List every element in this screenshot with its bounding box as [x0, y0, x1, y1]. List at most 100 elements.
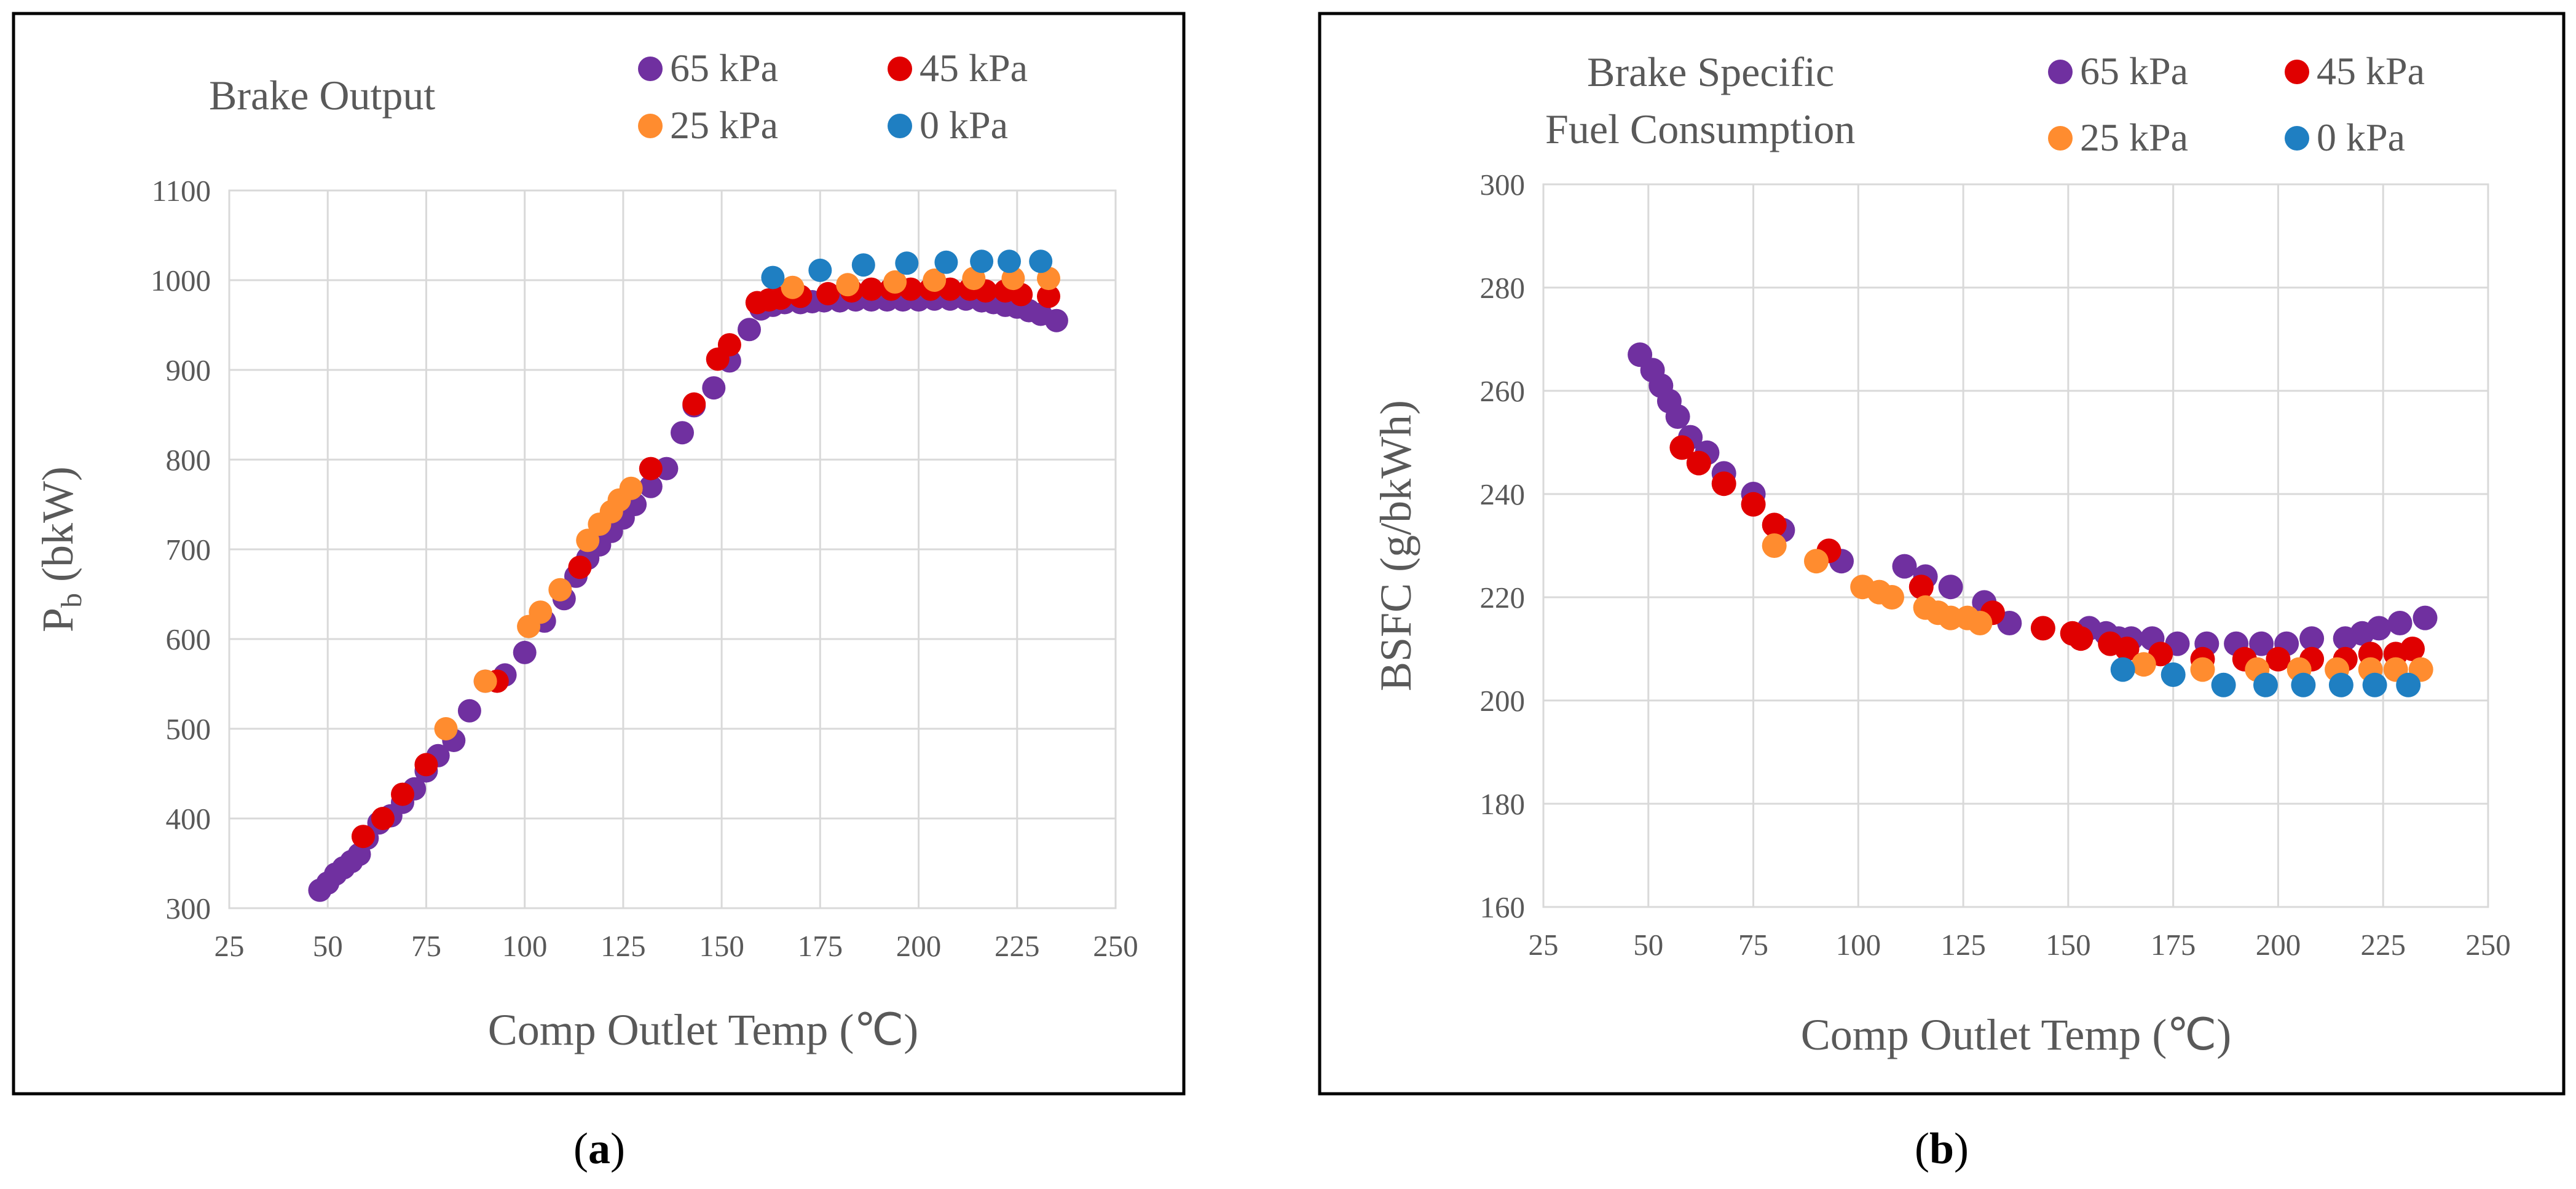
- panel-b-point-45kpa: [2030, 616, 2055, 641]
- panel-b-title-line1: Brake Specific: [1587, 49, 1834, 95]
- panel-a-frame: [12, 12, 1186, 1096]
- panel-b-point-65kpa: [2366, 616, 2392, 641]
- panel-a-legend-marker-25: [638, 114, 663, 138]
- panel-a-point-0kpa: [808, 258, 832, 282]
- panel-b-x-tick-label: 250: [2465, 928, 2511, 962]
- panel-b-legend-marker-0: [2285, 126, 2309, 151]
- panel-a: 300 400 500 600 700 800 900 1000 1100 25 50 75 100 1…: [12, 12, 1186, 1096]
- panel-b-point-65kpa: [2299, 626, 2325, 651]
- panel-a-point-25kpa: [548, 578, 572, 602]
- panel-a-legend: 65 kPa 45 kPa 25 kPa 0 kPa: [638, 46, 1028, 147]
- panel-b-point-65kpa: [1938, 575, 1963, 600]
- panel-b-legend-label-45: 45 kPa: [2317, 49, 2425, 93]
- panel-b-point-45kpa: [2114, 637, 2140, 661]
- panel-a-point-65kpa: [1044, 308, 1068, 332]
- panel-b-point-25kpa: [1762, 533, 1787, 558]
- panel-b-x-tick-label: 225: [2360, 928, 2406, 962]
- panel-b-points: [1628, 342, 2438, 697]
- panel-a-legend-label-25: 25 kPa: [670, 103, 778, 147]
- panel-a-x-ticks: 25 50 75 100 125 150 175 200 225 250: [215, 929, 1138, 963]
- panel-a-point-45kpa: [351, 825, 375, 849]
- caption-b: (b): [1915, 1124, 1969, 1173]
- panel-a-legend-marker-0: [888, 114, 912, 138]
- panel-b-point-65kpa: [1665, 404, 1690, 429]
- panel-a-point-0kpa: [1029, 249, 1053, 273]
- panel-b-point-0kpa: [2291, 672, 2316, 697]
- panel-b-x-ticks: 25 50 75 100 125 150 175 200 225 250: [1529, 928, 2511, 962]
- panel-a-point-65kpa: [738, 318, 761, 342]
- panel-a-y-tick-label: 600: [166, 622, 211, 656]
- panel-a-y-tick-label: 700: [166, 533, 211, 567]
- panel-b-legend-marker-25: [2048, 126, 2073, 151]
- panel-b-point-0kpa: [2362, 672, 2387, 697]
- panel-b-point-0kpa: [2328, 672, 2353, 697]
- panel-b-legend-label-65: 65 kPa: [2080, 49, 2188, 93]
- panel-a-point-0kpa: [895, 251, 919, 275]
- panel-a-x-axis-label: Comp Outlet Temp (℃): [488, 1005, 918, 1054]
- panel-b-point-0kpa: [2160, 662, 2186, 687]
- panel-b-point-45kpa: [2400, 637, 2425, 661]
- panel-b-point-0kpa: [2396, 672, 2421, 697]
- panel-a-point-25kpa: [473, 669, 497, 693]
- panel-b-point-0kpa: [2110, 657, 2135, 682]
- panel-b-y-tick-label: 160: [1480, 890, 1526, 924]
- panel-a-point-45kpa: [391, 782, 414, 806]
- panel-b-legend-label-0: 0 kPa: [2317, 116, 2405, 159]
- caption-a-letter: a: [588, 1124, 610, 1173]
- panel-a-x-tick-label: 250: [1093, 929, 1138, 963]
- panel-b-gridlines: [1542, 183, 2489, 908]
- panel-b-title-line2: Fuel Consumption: [1545, 106, 1855, 152]
- panel-a-point-25kpa: [619, 476, 643, 500]
- panel-a-point-45kpa: [639, 457, 663, 481]
- panel-a-point-65kpa: [671, 421, 694, 445]
- panel-a-legend-marker-65: [638, 57, 663, 81]
- panel-a-point-0kpa: [934, 250, 958, 274]
- panel-b-x-axis-label: Comp Outlet Temp (℃): [1801, 1010, 2231, 1059]
- panel-b-point-45kpa: [1908, 575, 1934, 600]
- panel-a-legend-label-45: 45 kPa: [920, 46, 1028, 90]
- panel-b-legend-marker-65: [2048, 60, 2073, 84]
- panel-a-point-25kpa: [836, 273, 860, 297]
- panel-a-point-45kpa: [682, 392, 706, 416]
- panel-b-point-25kpa: [2190, 657, 2215, 682]
- panel-a-point-25kpa: [576, 528, 600, 552]
- panel-b-legend-label-25: 25 kPa: [2080, 116, 2188, 159]
- panel-a-point-45kpa: [414, 753, 438, 777]
- panel-a-legend-label-0: 0 kPa: [920, 103, 1008, 147]
- panel-a-title: Brake Output: [209, 72, 435, 119]
- panel-b-y-tick-label: 280: [1480, 271, 1526, 305]
- panel-b-point-25kpa: [1967, 611, 1993, 635]
- panel-b-y-tick-label: 300: [1480, 168, 1526, 202]
- panel-a-point-45kpa: [568, 555, 592, 579]
- panel-b-x-tick-label: 175: [2151, 928, 2196, 962]
- panel-a-point-45kpa: [717, 333, 741, 357]
- panel-b-y-tick-label: 260: [1480, 374, 1526, 408]
- panel-b-y-ticks: 160 180 200 220 240 260 280 300: [1480, 168, 1526, 924]
- panel-a-point-45kpa: [859, 277, 883, 301]
- panel-b-x-tick-label: 50: [1633, 928, 1663, 962]
- panel-b-x-tick-label: 75: [1738, 928, 1768, 962]
- panel-a-x-tick-label: 75: [411, 929, 441, 963]
- panel-a-x-tick-label: 100: [502, 929, 548, 963]
- panel-b-legend-marker-45: [2285, 60, 2309, 84]
- panel-b-point-25kpa: [1804, 549, 1829, 574]
- panel-b-plot-area: [1542, 183, 2489, 908]
- panel-b-point-45kpa: [1762, 512, 1787, 538]
- panel-b: 160 180 200 220 240 260 280 300 25 50 75 100 125 150…: [1318, 12, 2566, 1096]
- panel-a-point-65kpa: [702, 376, 726, 400]
- panel-b-y-axis-label: BSFC (g/bkWh): [1371, 400, 1420, 691]
- panel-b-point-65kpa: [2413, 605, 2438, 630]
- panel-a-y-ticks: 300 400 500 600 700 800 900 1000 1100: [151, 174, 211, 925]
- panel-a-legend-label-65: 65 kPa: [670, 46, 778, 90]
- panel-a-x-tick-label: 200: [896, 929, 942, 963]
- panel-a-point-0kpa: [970, 249, 994, 273]
- panel-a-point-65kpa: [639, 474, 663, 498]
- panel-b-y-tick-label: 200: [1480, 684, 1526, 718]
- panel-a-point-25kpa: [529, 600, 553, 624]
- panel-b-y-tick-label: 180: [1480, 787, 1526, 821]
- panel-a-x-tick-label: 225: [995, 929, 1040, 963]
- panel-a-legend-marker-45: [888, 57, 912, 81]
- panel-a-point-0kpa: [761, 265, 785, 289]
- panel-b-y-tick-label: 240: [1480, 477, 1526, 511]
- panel-b-point-45kpa: [1741, 492, 1766, 517]
